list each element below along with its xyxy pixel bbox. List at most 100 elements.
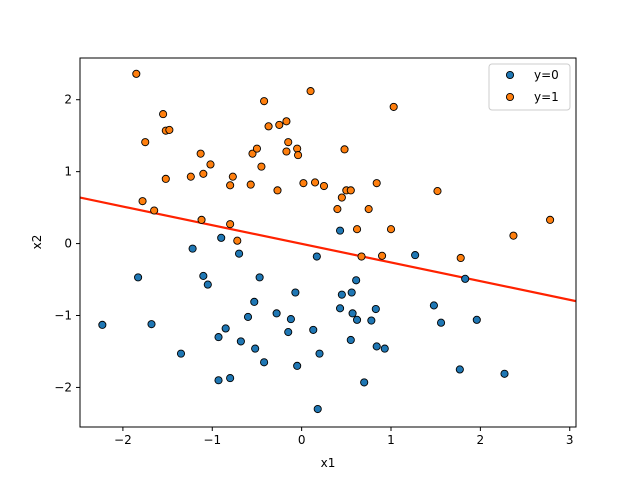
point-y0 <box>176 349 186 358</box>
point-y1 <box>389 102 398 111</box>
point-y1 <box>199 169 208 178</box>
x-axis-label: x1 <box>321 456 336 470</box>
legend-label-y1: y=1 <box>534 90 559 104</box>
point-y0 <box>134 273 143 282</box>
point-y1 <box>233 236 242 245</box>
point-y1 <box>186 172 195 181</box>
x-tick-label: 3 <box>566 433 574 447</box>
legend-marker-y1 <box>505 92 515 102</box>
point-y0 <box>411 251 420 260</box>
point-y0 <box>371 304 380 314</box>
point-y0 <box>367 316 376 325</box>
points-layer <box>98 69 555 414</box>
point-y1 <box>257 162 266 171</box>
y-tick-label: −2 <box>54 380 72 394</box>
point-y1 <box>282 117 291 126</box>
point-y0 <box>472 315 481 324</box>
point-y0 <box>284 328 293 337</box>
point-y1 <box>372 179 381 188</box>
point-y1 <box>264 122 273 131</box>
point-y0 <box>98 320 107 329</box>
point-y1 <box>346 186 355 195</box>
point-y0 <box>236 337 245 346</box>
point-y0 <box>429 301 438 310</box>
point-y0 <box>347 288 356 297</box>
point-y1 <box>273 186 282 195</box>
y-tick-label: −1 <box>54 309 72 323</box>
point-y0 <box>291 288 300 297</box>
point-y1 <box>340 145 349 154</box>
point-y0 <box>286 315 295 324</box>
y-tick-label: 1 <box>64 165 72 179</box>
x-tick-label: 1 <box>387 433 395 447</box>
point-y1 <box>252 144 262 153</box>
point-y0 <box>147 320 156 329</box>
legend-label-y0: y=0 <box>534 68 559 82</box>
point-y1 <box>161 174 170 183</box>
point-y0 <box>199 271 208 280</box>
decision-boundary-line <box>80 196 576 303</box>
point-y1 <box>357 252 366 261</box>
point-y1 <box>197 215 206 224</box>
point-y0 <box>337 290 346 299</box>
point-y0 <box>346 335 355 345</box>
point-y0 <box>188 244 197 253</box>
point-y1 <box>226 220 235 229</box>
point-y1 <box>159 110 168 119</box>
decision-boundary-layer <box>80 196 576 303</box>
point-y0 <box>260 358 269 367</box>
point-y0 <box>360 378 369 387</box>
point-y1 <box>294 151 303 160</box>
point-y1 <box>456 253 465 263</box>
point-y0 <box>293 361 302 370</box>
point-y0 <box>372 342 381 351</box>
point-y0 <box>226 374 235 383</box>
point-y0 <box>352 315 362 324</box>
point-y1 <box>299 179 308 188</box>
x-tick-label: 0 <box>298 433 306 447</box>
point-y0 <box>315 349 324 358</box>
point-y0 <box>203 280 212 289</box>
point-y1 <box>284 138 293 147</box>
point-y1 <box>352 225 362 234</box>
point-y0 <box>313 404 322 414</box>
point-y0 <box>348 309 357 318</box>
point-y1 <box>165 125 174 134</box>
point-y0 <box>251 344 260 353</box>
point-y1 <box>132 69 141 78</box>
point-y1 <box>260 97 269 106</box>
point-y0 <box>272 309 281 318</box>
point-y1 <box>246 180 255 189</box>
point-y1 <box>386 225 396 234</box>
plot-frame <box>79 57 577 428</box>
point-y0 <box>214 376 223 385</box>
point-y0 <box>250 297 259 306</box>
point-y1 <box>228 172 237 181</box>
point-y1 <box>206 160 215 169</box>
point-y1 <box>337 193 346 202</box>
point-y1 <box>319 181 329 191</box>
point-y1 <box>293 144 302 153</box>
point-y0 <box>214 333 223 342</box>
x-tick-label: 2 <box>477 433 485 447</box>
point-y0 <box>437 318 446 327</box>
point-y1 <box>138 197 147 206</box>
y-axis: −2 −1 0 1 2 <box>54 93 80 394</box>
point-y1 <box>226 181 235 190</box>
point-y1 <box>150 206 159 215</box>
point-y0 <box>312 252 321 261</box>
x-tick-label: −2 <box>114 433 132 447</box>
point-y1 <box>333 205 342 214</box>
x-axis: −2 −1 0 1 2 3 <box>114 427 574 447</box>
point-y0 <box>336 304 345 313</box>
point-y1 <box>196 149 205 158</box>
point-y1 <box>378 251 387 260</box>
point-y0 <box>255 273 264 282</box>
point-y0 <box>235 249 244 258</box>
point-y1 <box>433 187 442 196</box>
point-y0 <box>221 324 230 333</box>
point-y0 <box>336 226 345 235</box>
point-y0 <box>352 276 361 285</box>
point-y1 <box>306 87 315 96</box>
